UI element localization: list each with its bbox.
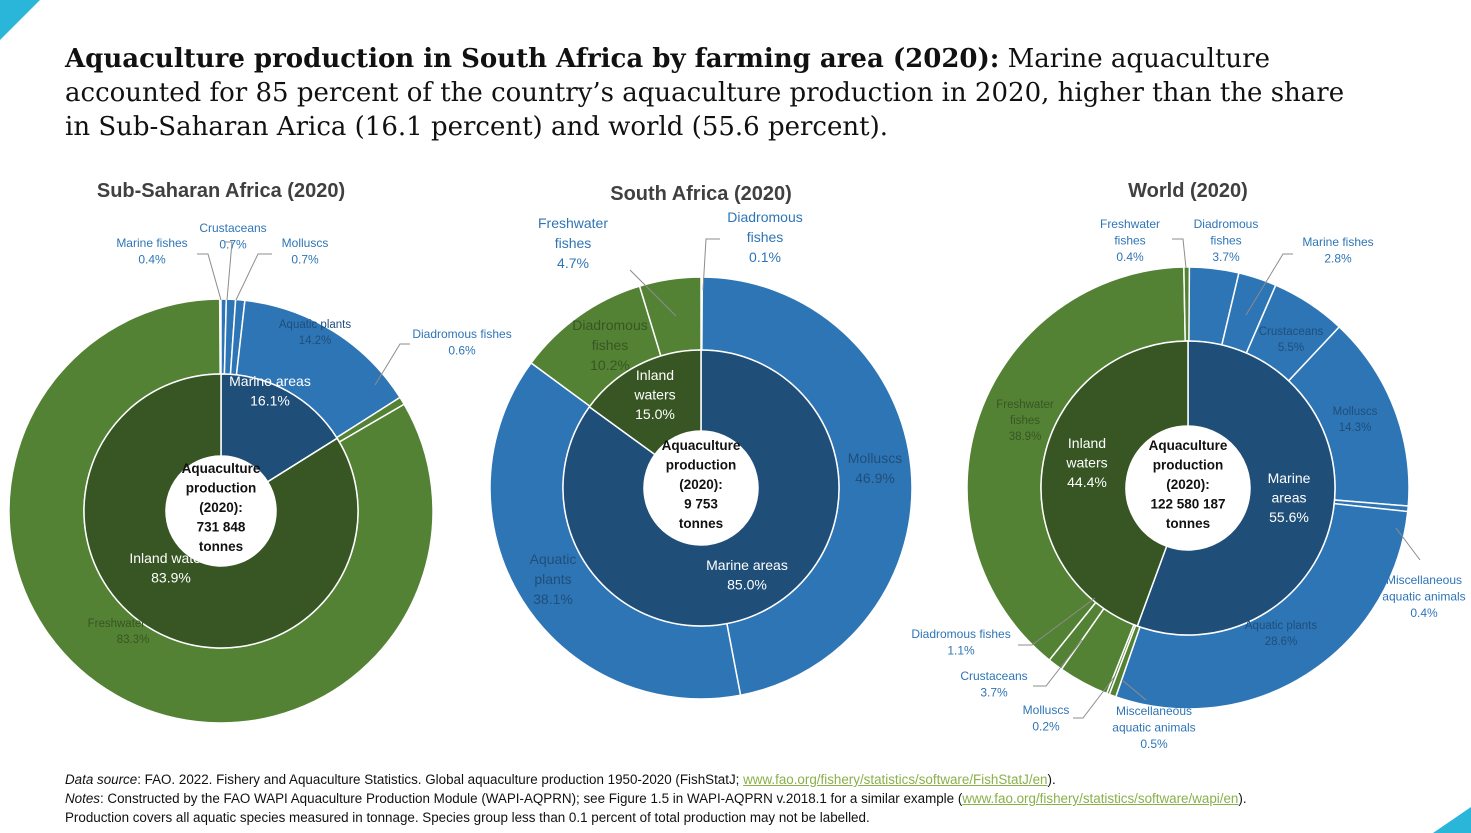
notes-line: Notes: Constructed by the FAO WAPI Aquac… <box>65 789 1455 808</box>
outer-label-marine-fishes: Marine fishes 2.8% <box>1302 235 1373 266</box>
corner-accent-bottom-right <box>1433 807 1471 833</box>
outer-label-miscellaneous-aquatic-animals: Miscellaneous aquatic animals 0.5% <box>1112 704 1195 751</box>
outer-slice-freshwater-fishes <box>1183 266 1191 342</box>
outer-label-aquatic-plants: Aquatic plants 28.6% <box>1245 620 1317 648</box>
center-label: Aquaculture production (2020): 9 753 tonnes <box>662 438 741 531</box>
notes-end: ). <box>1238 791 1247 806</box>
headline-bold: Aquaculture production in South Africa b… <box>65 44 1000 74</box>
inner-label-marine-areas: Marine areas 85.0% <box>706 557 788 593</box>
data-source-label: Data source <box>65 772 138 787</box>
leader-line <box>702 238 720 291</box>
outer-label-miscellaneous-aquatic-animals: Miscellaneous aquatic animals 0.4% <box>1382 573 1465 620</box>
production-note: Production covers all aquatic species me… <box>65 810 870 825</box>
data-source-end: ). <box>1047 772 1056 787</box>
leader-line <box>1245 253 1293 316</box>
outer-label-aquatic-plants: Aquatic plants 14.2% <box>279 319 351 347</box>
outer-label-crustaceans: Crustaceans 3.7% <box>960 669 1027 700</box>
outer-label-aquatic-plants: Aquatic plants 38.1% <box>530 551 577 607</box>
data-source-line: Data source: FAO. 2022. Fishery and Aqua… <box>65 770 1455 789</box>
leader-line <box>1073 675 1116 719</box>
outer-label-diadromous-fishes: Diadromous fishes 3.7% <box>1194 217 1259 264</box>
corner-accent-top-left <box>0 0 40 40</box>
center-hole <box>166 456 276 566</box>
outer-label-molluscs: Molluscs 0.7% <box>282 236 329 267</box>
leader-line <box>374 343 410 386</box>
chart-world-2020: World (2020) Aquaculture production (2020):… <box>911 180 1465 751</box>
chart-south-africa-2020: South Africa (2020) Aquaculture production… <box>489 183 913 700</box>
leader-line <box>197 253 222 301</box>
outer-label-molluscs: Molluscs 0.2% <box>1023 703 1070 734</box>
inner-label-marine-areas: Marine areas 16.1% <box>229 373 311 409</box>
fishstatj-link[interactable]: www.fao.org/fishery/statistics/software/… <box>743 772 1048 787</box>
leader-line <box>225 241 233 301</box>
footer: Data source: FAO. 2022. Fishery and Aqua… <box>65 770 1455 827</box>
outer-label-diadromous-fishes: Diadromous fishes 0.6% <box>412 327 511 358</box>
notes-label: Notes <box>65 791 100 806</box>
outer-label-molluscs: Molluscs 46.9% <box>848 450 902 486</box>
outer-label-diadromous-fishes: Diadromous fishes 0.1% <box>727 209 802 265</box>
leader-line <box>1018 597 1096 646</box>
leader-line <box>1033 639 1083 687</box>
chart-title: South Africa (2020) <box>610 183 792 205</box>
center-label: Aquaculture production (2020): 731 848 tonne… <box>182 461 261 554</box>
center-hole <box>1126 426 1250 550</box>
leader-line <box>1395 527 1421 561</box>
inner-label-inland-waters: Inland waters 44.4% <box>1065 435 1107 490</box>
inner-label-marine-areas: Marine areas 55.6% <box>1268 470 1311 525</box>
center-label: Aquaculture production (2020): 122 580 187 t… <box>1149 438 1228 531</box>
leader-line <box>1121 679 1147 701</box>
chart-title: World (2020) <box>1128 180 1248 202</box>
outer-label-freshwater-fishes: Freshwater fishes 4.7% <box>538 215 608 271</box>
outer-label-crustaceans: Crustaceans 5.5% <box>1259 326 1324 354</box>
inner-label-inland-waters: Inland waters 15.0% <box>633 367 675 422</box>
chart-title: Sub-Saharan Africa (2020) <box>97 180 345 202</box>
outer-label-crustaceans: Crustaceans 0.7% <box>199 221 266 252</box>
outer-label-molluscs: Molluscs 14.3% <box>1333 406 1378 434</box>
leader-line <box>235 253 272 301</box>
outer-label-marine-fishes: Marine fishes 0.4% <box>116 236 187 267</box>
center-hole <box>644 431 758 545</box>
inner-label-inland-waters: Inland waters 83.9% <box>129 550 212 586</box>
headline-text: Marine aquaculture accounted for 85 perc… <box>65 44 1345 142</box>
leader-line <box>1172 238 1187 269</box>
headline: Aquaculture production in South Africa b… <box>65 42 1365 144</box>
leader-line <box>629 269 677 317</box>
outer-label-freshwater-fishes: Freshwater fishes 0.4% <box>1100 217 1160 264</box>
outer-label-diadromous-fishes: Diadromous fishes 1.1% <box>911 627 1010 658</box>
outer-label-freshwater-fishes: Freshwater fishes 38.9% <box>996 399 1054 443</box>
charts-svg: Sub-Saharan Africa (2020) Aquaculture prod… <box>8 180 1466 751</box>
notes-text: : Constructed by the FAO WAPI Aquacultur… <box>99 791 963 806</box>
wapi-link[interactable]: www.fao.org/fishery/statistics/software/… <box>962 791 1239 806</box>
outer-label-diadromous-fishes: Diadromous fishes 10.2% <box>572 317 647 373</box>
data-source-text: : FAO. 2022. Fishery and Aquaculture Sta… <box>137 772 744 787</box>
chart-sub-saharan-africa-2020: Sub-Saharan Africa (2020) Aquaculture prod… <box>8 180 512 724</box>
outer-label-freshwater-fishes: Freshwater fishes 83.3% <box>88 618 179 646</box>
